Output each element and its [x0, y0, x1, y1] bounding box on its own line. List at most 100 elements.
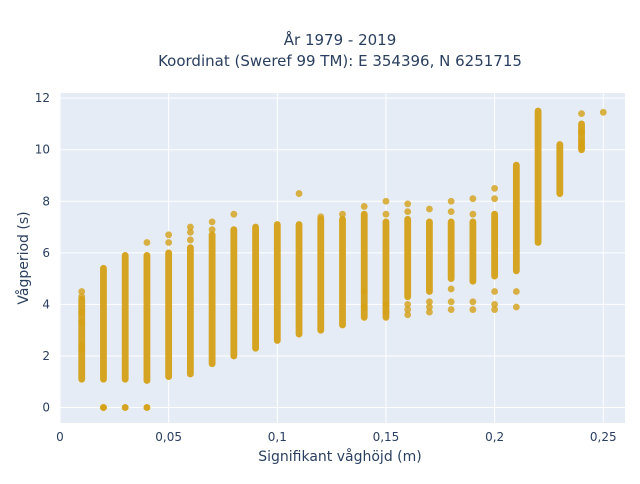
- point-cluster: [339, 215, 346, 329]
- point-cluster: [208, 231, 216, 368]
- point-cluster: [143, 252, 151, 384]
- data-point: [295, 190, 303, 197]
- data-point: [382, 301, 390, 308]
- y-tick-label: 6: [42, 246, 50, 260]
- data-point: [360, 303, 368, 311]
- data-point: [426, 298, 433, 306]
- chart-title-line2: Koordinat (Sweref 99 TM): E 354396, N 62…: [158, 52, 522, 70]
- x-tick-label: 0: [56, 430, 64, 444]
- data-point: [121, 404, 129, 411]
- data-point: [78, 288, 86, 295]
- data-point: [186, 236, 194, 244]
- point-cluster: [273, 221, 281, 344]
- data-point: [100, 404, 107, 411]
- y-tick-label: 8: [42, 194, 50, 208]
- data-point: [426, 308, 433, 316]
- data-point: [447, 208, 455, 215]
- point-cluster: [317, 215, 325, 334]
- data-point: [186, 223, 194, 231]
- data-point: [491, 195, 499, 203]
- point-cluster: [295, 221, 303, 338]
- point-cluster: [382, 218, 390, 321]
- point-cluster: [534, 107, 542, 246]
- data-point: [208, 218, 216, 226]
- point-cluster: [100, 264, 107, 383]
- data-point: [491, 306, 499, 313]
- point-cluster: [556, 141, 564, 197]
- data-point: [230, 210, 238, 218]
- data-point: [578, 143, 585, 151]
- data-point: [469, 298, 477, 306]
- data-point: [165, 239, 173, 246]
- data-point: [469, 195, 477, 203]
- y-axis-ticks: 0 2 4 6 8 10 12: [35, 91, 50, 414]
- y-axis-title: Vågperiod (s): [15, 211, 32, 304]
- data-points: [78, 107, 607, 411]
- data-point: [404, 306, 412, 313]
- point-cluster: [491, 210, 499, 280]
- y-tick-label: 12: [35, 91, 50, 105]
- y-tick-label: 2: [42, 349, 50, 363]
- data-point: [512, 288, 520, 295]
- data-point: [404, 208, 412, 215]
- data-point: [382, 308, 390, 316]
- point-cluster: [469, 218, 477, 285]
- x-tick-label: 0,1: [268, 430, 287, 444]
- data-point: [208, 226, 216, 234]
- data-point: [447, 285, 455, 293]
- data-point: [491, 184, 499, 192]
- data-point: [578, 128, 585, 136]
- data-point: [143, 404, 151, 411]
- data-point: [78, 319, 86, 326]
- data-point: [382, 197, 390, 205]
- point-cluster: [165, 249, 173, 380]
- data-point: [339, 210, 346, 218]
- data-point: [578, 110, 585, 118]
- point-cluster: [404, 215, 412, 301]
- point-cluster: [426, 218, 433, 295]
- y-tick-label: 4: [42, 297, 50, 311]
- point-cluster: [121, 252, 129, 383]
- data-point: [426, 205, 433, 213]
- data-point: [426, 303, 433, 311]
- data-point: [404, 311, 412, 319]
- x-tick-label: 0,05: [155, 430, 182, 444]
- point-cluster: [512, 161, 520, 275]
- data-point: [578, 138, 585, 146]
- x-tick-label: 0,25: [590, 430, 617, 444]
- data-point: [491, 288, 499, 295]
- x-axis-ticks: 0 0,05 0,1 0,15 0,2 0,25: [56, 430, 616, 444]
- x-axis-title: Signifikant våghöjd (m): [258, 448, 421, 465]
- x-tick-label: 0,2: [485, 430, 504, 444]
- point-cluster: [230, 226, 238, 360]
- data-point: [491, 301, 499, 308]
- data-point: [447, 197, 455, 205]
- data-point: [360, 203, 368, 210]
- point-cluster: [78, 295, 86, 383]
- data-point: [186, 228, 194, 236]
- data-point: [469, 210, 477, 218]
- data-point: [404, 301, 412, 308]
- data-point: [78, 308, 86, 316]
- point-cluster: [186, 244, 194, 378]
- x-tick-label: 0,15: [373, 430, 400, 444]
- data-point: [447, 306, 455, 313]
- data-point: [360, 288, 368, 295]
- data-point: [382, 210, 390, 218]
- data-point: [78, 293, 86, 301]
- data-point: [165, 231, 173, 239]
- data-point: [599, 108, 607, 116]
- data-point: [78, 346, 86, 353]
- data-point: [512, 303, 520, 311]
- point-cluster: [447, 218, 455, 283]
- data-point: [317, 213, 325, 221]
- data-point: [469, 306, 477, 313]
- y-tick-label: 10: [35, 143, 50, 157]
- data-point: [143, 239, 151, 246]
- data-point: [447, 298, 455, 306]
- data-point: [404, 200, 412, 208]
- chart-title-line1: År 1979 - 2019: [284, 30, 397, 49]
- point-cluster: [252, 223, 259, 352]
